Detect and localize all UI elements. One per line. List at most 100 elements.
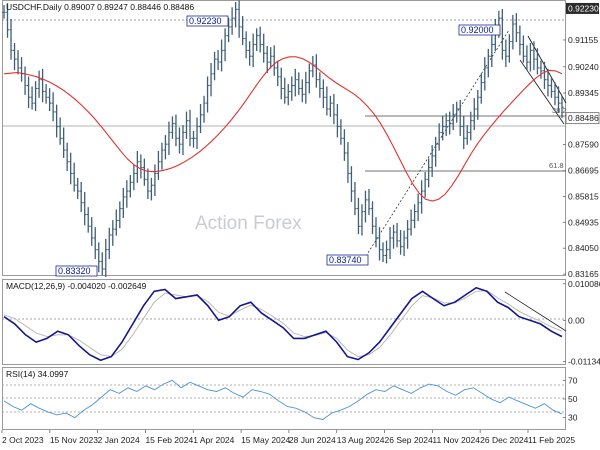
lower-trend-line: [519, 59, 565, 125]
price-bar: [560, 95, 564, 119]
price-bar: [293, 68, 297, 97]
price-bar: [128, 174, 132, 198]
price-bar: [360, 204, 364, 236]
price-bar: [241, 16, 245, 46]
price-bar: [149, 177, 153, 201]
price-bar: [58, 117, 62, 145]
price-bar: [202, 95, 206, 123]
price-tick-label: 0.90240: [568, 62, 599, 72]
price-bar: [107, 227, 111, 260]
price-bar: [416, 193, 420, 221]
price-bar: [290, 76, 294, 101]
price-bar: [142, 158, 146, 186]
macd-signal-line: [3, 290, 563, 358]
price-bar: [51, 92, 55, 122]
price-bar: [314, 54, 318, 88]
price-bar: [41, 68, 45, 103]
price-bar: [163, 135, 168, 160]
price-bar: [335, 104, 339, 138]
price-bar: [472, 98, 476, 131]
price-bar: [367, 189, 371, 216]
price-bar: [248, 41, 252, 66]
price-bar: [486, 48, 490, 78]
price-bar: [72, 162, 76, 192]
rsi-tick-label: 50: [568, 394, 578, 404]
date-tick-label: 15 Nov 2023: [50, 435, 98, 445]
price-bar: [33, 81, 38, 112]
high-2-box: 0.92000: [458, 24, 501, 36]
price-bar: [5, 3, 10, 38]
price-bar: [76, 177, 80, 199]
date-tick-label: 15 May 2024: [241, 435, 290, 445]
price-bar: [153, 164, 157, 197]
price-bar: [258, 26, 262, 53]
price-bar: [458, 99, 462, 136]
date-tick-label: 26 Dec 2024: [480, 435, 528, 445]
price-bar: [262, 33, 266, 63]
rsi-axis: 70 50 30: [563, 375, 578, 423]
price-bar: [244, 31, 248, 59]
price-bar: [265, 45, 269, 73]
price-bar: [391, 224, 396, 249]
price-tick-label: 0.84050: [568, 243, 599, 253]
price-bar: [377, 227, 382, 261]
price-bar: [363, 190, 368, 223]
low-1-label: 0.83320: [58, 266, 91, 276]
date-tick-label: 1 Apr 2024: [193, 435, 234, 445]
price-bar: [304, 71, 308, 104]
price-bar: [297, 72, 301, 95]
price-bar: [104, 238, 108, 277]
price-bar: [398, 230, 403, 255]
date-tick-label: 15 Feb 2024: [145, 435, 193, 445]
price-bar: [125, 180, 129, 208]
price-bar: [546, 68, 550, 97]
price-bar: [349, 166, 354, 202]
price-bar: [427, 158, 431, 188]
macd-line: [3, 286, 563, 362]
date-tick-label: 28 Jun 2024: [289, 435, 336, 445]
price-bar: [230, 7, 234, 35]
low-2-label: 0.83740: [329, 255, 362, 265]
price-bar: [423, 172, 427, 198]
high-1-box: 0.92230: [186, 15, 229, 27]
date-tick-label: 2 Jan 2024: [98, 435, 140, 445]
fib-618-label: 61.8: [549, 161, 564, 170]
price-bar: [216, 50, 220, 70]
price-bar: [370, 201, 375, 235]
price-bar: [462, 115, 466, 150]
price-bar: [93, 227, 97, 260]
price-bar: [37, 70, 41, 98]
date-axis: 2 Oct 2023 15 Nov 2023 2 Jan 2024 15 Feb 20…: [1, 430, 575, 445]
price-bar: [430, 145, 434, 177]
price-bar: [353, 181, 357, 216]
rsi-tick-label: 30: [568, 413, 578, 423]
price-bar: [26, 76, 31, 109]
price-bar: [167, 121, 171, 155]
price-bar: [30, 86, 34, 110]
price-guides: [2, 19, 567, 257]
price-bar: [55, 104, 59, 138]
price-bar: [276, 60, 280, 87]
price-header: USDCHF.Daily 0.89007 0.89247 0.88446 0.8…: [6, 2, 194, 12]
price-bar: [132, 164, 136, 191]
price-bar: [184, 111, 189, 139]
price-bar: [441, 115, 445, 141]
price-bar: [198, 104, 203, 134]
price-bar: [535, 48, 540, 75]
price-bar: [269, 47, 273, 69]
price-bar: [514, 13, 518, 43]
price-bar: [16, 50, 20, 75]
moving-average-line: [3, 56, 563, 202]
price-bar: [170, 116, 175, 139]
price-bar: [48, 88, 52, 112]
rsi-tick-label: 70: [568, 375, 578, 385]
price-bar: [318, 72, 322, 98]
price-bar: [212, 51, 217, 81]
price-tick-label: 0.89345: [568, 88, 599, 98]
date-tick-label: 11 Nov 2024: [432, 435, 480, 445]
price-bar: [413, 204, 417, 229]
price-bar: [521, 35, 525, 63]
price-bar: [465, 125, 469, 145]
